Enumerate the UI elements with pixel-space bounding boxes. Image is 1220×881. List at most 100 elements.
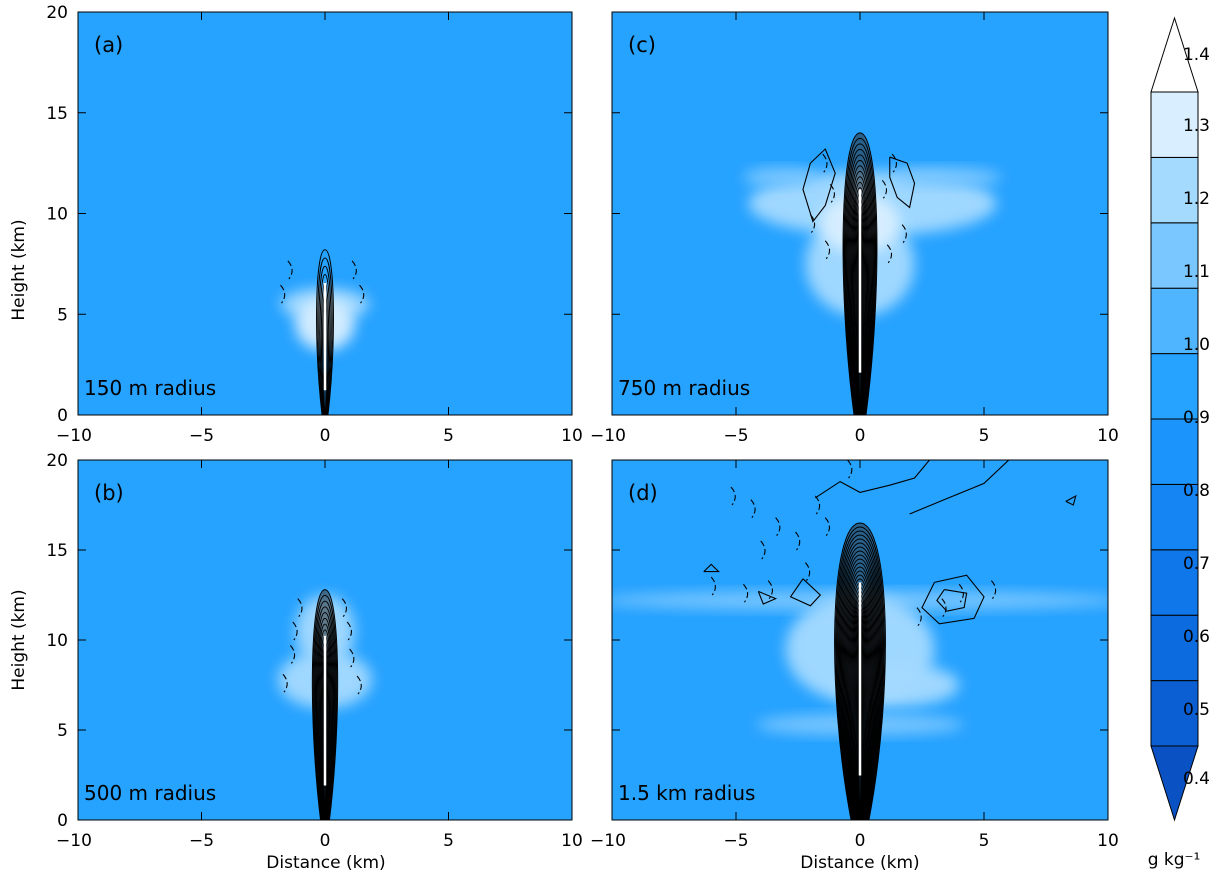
- panel-c-core-contour-0: [842, 132, 878, 415]
- colorbar-bottom-arrow: [1150, 745, 1199, 822]
- panel-c-plot-area: [743, 132, 1002, 415]
- panel-d-xlabel: Distance (km): [800, 853, 919, 873]
- panel-d-core-contour-7: [840, 550, 880, 820]
- panel-c-solid-contour-0: [802, 148, 836, 223]
- panel-c-xtick-label-2: 0: [855, 426, 866, 446]
- panel-b-core-contour-5: [316, 617, 334, 820]
- panel-a-core-contour-3: [319, 274, 331, 415]
- panel-d-xtick-label-4: 10: [1097, 831, 1119, 851]
- panel-d-core-contour-1: [835, 526, 885, 820]
- panel-d-plot-area: [612, 460, 1108, 820]
- panel-b-dashed-contour-4: [282, 673, 288, 693]
- colorbar-tick-label-6: 1.0: [1183, 335, 1210, 355]
- panel-b-ytick-label-3: 15: [46, 541, 68, 561]
- panel-a-core-contour-0: [316, 249, 334, 415]
- panel-d-core-contour-4: [837, 538, 883, 820]
- panel-d-core-contour-6: [839, 546, 881, 820]
- panel-d-dashed-contour-13: [990, 580, 997, 599]
- panel-b-radius-label: 500 m radius: [84, 781, 216, 805]
- panel-b-core-contour-1: [312, 594, 338, 820]
- panel-a-ytick-label-1: 5: [57, 305, 68, 325]
- panel-c-dashed-contour-7: [881, 179, 888, 199]
- colorbar-segment-5: [1150, 353, 1199, 420]
- panel-d-solid-contour-1: [909, 460, 1010, 515]
- colorbar-segment-8: [1150, 156, 1199, 224]
- panel-b-dashed-contour-7: [341, 598, 348, 617]
- colorbar-tick-label-2: 0.6: [1183, 627, 1210, 647]
- panel-d-dashed-contour-3: [795, 531, 801, 551]
- panel-a-ytick-label-2: 10: [46, 205, 68, 225]
- panel-d-core-contour-13: [846, 574, 874, 820]
- panel-b-ytick-label-4: 20: [46, 451, 68, 471]
- colorbar-tick-label-0: 0.4: [1183, 769, 1210, 789]
- panel-c-tag: (c): [628, 33, 656, 57]
- panel-b-xtick-label-4: 10: [561, 831, 583, 851]
- panel-d-xtick-label-0: −10: [590, 831, 626, 851]
- panel-c-core-contour-9: [851, 181, 869, 415]
- panel-b-dashed-contour-1: [346, 621, 352, 641]
- panel-d-xtick-label-1: −5: [723, 831, 748, 851]
- panel-b-dashed-contour-2: [289, 645, 296, 664]
- panel-d-radius-label: 1.5 km radius: [618, 781, 755, 805]
- panel-d-solid-contour-4: [789, 578, 822, 607]
- panel-c-dashed-contour-5: [886, 244, 893, 264]
- colorbar-tick-label-1: 0.5: [1183, 700, 1210, 720]
- panel-c-dashed-contour-0: [822, 153, 828, 173]
- panel-d-tag: (d): [628, 481, 658, 505]
- panel-a-xtick-label-0: −10: [56, 426, 92, 446]
- panel-d-solid-contour-2: [921, 574, 985, 625]
- panel-c-radius-label: 750 m radius: [618, 376, 750, 400]
- panel-d-dashed-contour-10: [916, 607, 922, 626]
- colorbar: g kg⁻¹ 0.4 0.5 0.6 0.7 0.8 0.9 1.0 1.1 1.2 1.3 1.4: [1148, 16, 1210, 870]
- panel-a-xtick-label-1: −5: [189, 426, 214, 446]
- panel-c-core-contour-5: [847, 159, 873, 415]
- colorbar-segment-3: [1150, 483, 1199, 551]
- panel-a-plot-area: [280, 249, 370, 415]
- panel-d-dashed-contour-6: [824, 517, 831, 536]
- panel-d-dashed-contour-0: [730, 486, 736, 506]
- panel-d-core-contour-9: [842, 558, 878, 820]
- panel-d-core-contour-14: [847, 578, 873, 820]
- colorbar-tick-label-10: 1.4: [1183, 45, 1210, 65]
- panel-a-core-contour-2: [318, 265, 332, 415]
- panel-a-tag: (a): [94, 33, 123, 57]
- panel-b-dashed-contour-6: [297, 598, 303, 617]
- panel-b-dashed-contour-5: [356, 675, 362, 695]
- panel-c-xtick-label-0: −10: [590, 426, 626, 446]
- panel-a-dashed-contour-1: [351, 260, 357, 280]
- colorbar-top-arrow: [1150, 16, 1199, 93]
- panel-b-ytick-label-1: 5: [57, 721, 68, 741]
- panel-a-radius-label: 150 m radius: [84, 376, 216, 400]
- panel-d-core-contour-8: [841, 554, 879, 820]
- panel-c-solid-contour-1: [889, 156, 916, 209]
- panel-b-ylabel: Height (km): [9, 589, 29, 690]
- panel-b-core-contour-7: [318, 629, 332, 820]
- panel-a-dashed-contour-0: [287, 260, 293, 280]
- panel-b-core-contour-2: [313, 600, 337, 820]
- panel-d-solid-contour-6: [1065, 494, 1077, 506]
- colorbar-tick-label-5: 0.9: [1183, 408, 1210, 428]
- panel-d-core-contour-3: [837, 534, 883, 820]
- panel-c-dashed-contour-4: [824, 240, 831, 260]
- panel-d-core-contour-11: [844, 566, 876, 820]
- panel-b-core-contour-6: [317, 623, 333, 820]
- panel-d-dashed-contour-8: [742, 583, 749, 603]
- panel-a-dashed-contour-2: [280, 284, 286, 304]
- panel-c-core-contour-10: [851, 187, 869, 415]
- panel-c-cloud-2: [892, 167, 1002, 188]
- panel-d-dashed-contour-2: [775, 517, 781, 536]
- panel-d-dashed-contour-9: [767, 580, 773, 599]
- panel-c-core-contour-6: [848, 165, 872, 415]
- panel-d-dashed-contour-15: [804, 562, 811, 581]
- panel-b-xtick-label-1: −5: [189, 831, 214, 851]
- panel-a-ylabel: Height (km): [9, 219, 29, 320]
- colorbar-segment-0: [1150, 680, 1199, 747]
- panel-c-xtick-label-3: 5: [979, 426, 990, 446]
- panel-a-core-contour-1: [317, 257, 333, 415]
- colorbar-tick-label-7: 1.1: [1183, 262, 1210, 282]
- colorbar-tick-label-9: 1.3: [1183, 116, 1210, 136]
- colorbar-segment-2: [1150, 549, 1199, 616]
- panel-b-tag: (b): [94, 481, 124, 505]
- panel-d-xtick-label-2: 0: [855, 831, 866, 851]
- panel-b-plot-area: [278, 589, 372, 820]
